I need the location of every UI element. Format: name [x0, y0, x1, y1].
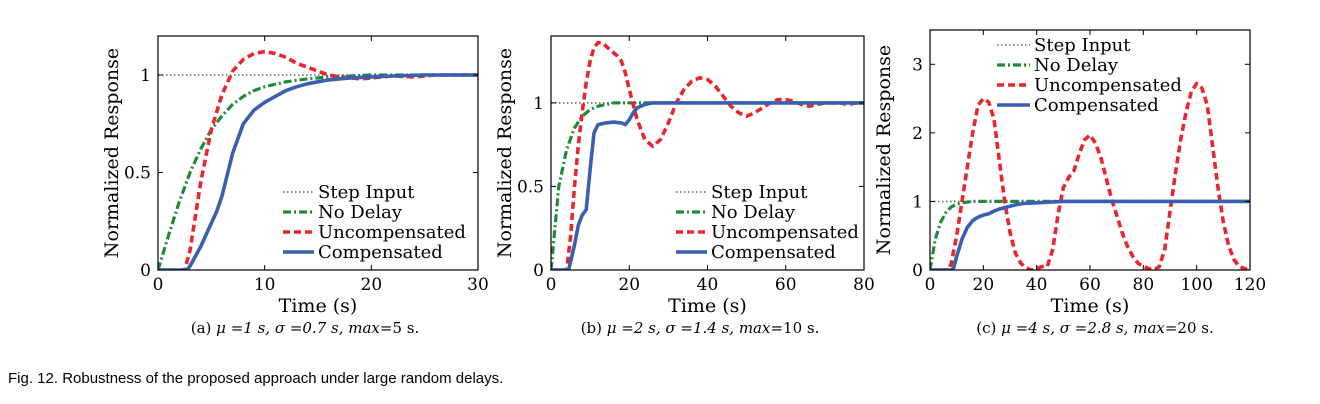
series-group [158, 49, 478, 270]
legend-label: Uncompensated [1034, 75, 1182, 96]
legend-label: Compensated [711, 242, 836, 263]
series-group [551, 40, 864, 270]
plot-frame [157, 35, 479, 271]
legend-label: Step Input [711, 182, 808, 203]
caption-prefix: (b) [580, 319, 602, 337]
panel-b-caption: (b) μ =2 s, σ =1.4 s, max=10 s. [545, 319, 855, 337]
x-axis-label: Time (s) [1051, 295, 1130, 317]
y-tick-label: 3 [912, 55, 923, 75]
y-tick-label: 0 [533, 261, 544, 281]
y-tick-label: 0.5 [124, 164, 151, 184]
x-tick-label: 0 [546, 275, 557, 295]
x-tick-label: 80 [853, 275, 875, 295]
legend-label: No Delay [318, 202, 403, 223]
series-line-no_delay [930, 199, 1250, 270]
chart-panel-0: 0 10 20 30 0 0.5 1 Time (s) Normalized Response S… [101, 35, 489, 317]
series-line-compensated [930, 199, 1250, 270]
series-line-no_delay [551, 101, 864, 270]
series-line-compensated [158, 73, 478, 270]
y-tick-label: 1 [140, 66, 151, 86]
series-line-uncompensated [930, 81, 1250, 270]
legend-label: Step Input [318, 182, 415, 203]
x-tick-label: 20 [618, 275, 640, 295]
x-tick-label: 120 [1234, 275, 1266, 295]
series-line-compensated [551, 101, 864, 270]
y-tick-label: 0 [140, 261, 151, 281]
x-axis-label: Time (s) [279, 295, 358, 317]
legend-label: Uncompensated [711, 222, 859, 243]
y-axis-label: Normalized Response [494, 48, 516, 258]
caption-sigma: σ =1.4 s, [665, 319, 739, 337]
x-tick-label: 40 [1026, 275, 1048, 295]
x-tick-label: 60 [1079, 275, 1101, 295]
x-axis-label: Time (s) [668, 295, 747, 317]
x-tick-label: 30 [467, 275, 489, 295]
x-tick-label: 40 [697, 275, 719, 295]
y-tick-label: 0 [912, 261, 923, 281]
caption-prefix: (c) [976, 319, 997, 337]
x-tick-label: 20 [361, 275, 383, 295]
caption-mu: μ =4 s, [1001, 319, 1060, 337]
caption-max-value: =10 s. [770, 319, 820, 337]
legend-label: Step Input [1034, 35, 1131, 56]
figure-caption: Fig. 12. Robustness of the proposed appr… [8, 370, 504, 387]
caption-max-value: =20 s. [1164, 319, 1214, 337]
series-line-no_delay [158, 73, 478, 270]
legend-label: Compensated [318, 242, 443, 263]
panel-c-caption: (c) μ =4 s, σ =2.8 s, max=20 s. [935, 319, 1255, 337]
y-axis-label: Normalized Response [873, 45, 895, 255]
x-tick-label: 20 [973, 275, 995, 295]
chart-panel-2: 0 20 40 60 80 100 120 0 1 2 3 Time (s) Normalized Re… [873, 29, 1266, 317]
y-axis-label: Normalized Response [101, 48, 123, 258]
x-tick-label: 0 [153, 275, 164, 295]
caption-sigma: σ =2.8 s, [1059, 319, 1134, 337]
caption-max-label: max [738, 319, 771, 337]
caption-mu: μ =2 s, [606, 319, 666, 337]
y-tick-label: 0.5 [517, 177, 544, 197]
series-group [930, 81, 1250, 270]
x-tick-label: 60 [775, 275, 797, 295]
y-tick-label: 2 [912, 124, 923, 144]
panel-a-caption: (a) μ =1 s, σ =0.7 s, max=5 s. [155, 319, 455, 337]
y-tick-label: 1 [912, 192, 923, 212]
x-tick-label: 100 [1180, 275, 1212, 295]
caption-max-value: =5 s. [379, 319, 420, 337]
x-tick-label: 0 [925, 275, 936, 295]
y-tick-label: 1 [533, 94, 544, 114]
x-tick-label: 80 [1133, 275, 1155, 295]
legend-label: Compensated [1034, 95, 1159, 116]
caption-sigma: σ =0.7 s, [274, 319, 349, 337]
x-tick-label: 10 [254, 275, 276, 295]
caption-prefix: (a) [190, 319, 212, 337]
series-line-uncompensated [551, 40, 864, 270]
caption-max-label: max [1133, 319, 1165, 337]
caption-mu: μ =1 s, [216, 319, 275, 337]
caption-max-label: max [348, 319, 380, 337]
legend-label: No Delay [711, 202, 796, 223]
legend-label: Uncompensated [318, 222, 466, 243]
legend-label: No Delay [1034, 55, 1119, 76]
chart-panel-1: 0 20 40 60 80 0 0.5 1 Time (s) Normalized Respons… [494, 35, 875, 317]
